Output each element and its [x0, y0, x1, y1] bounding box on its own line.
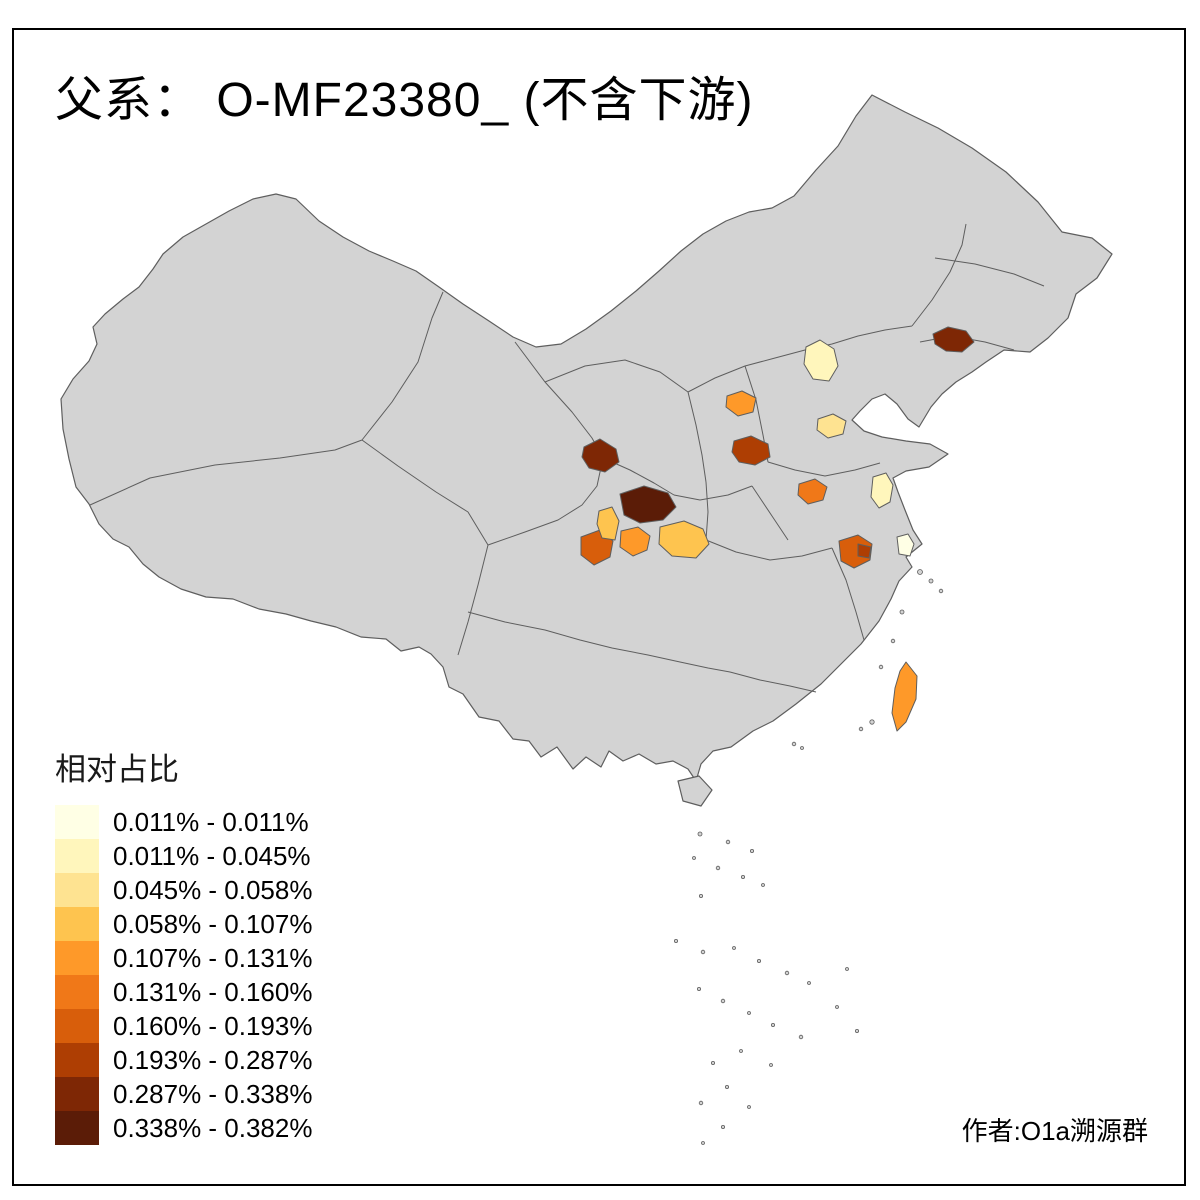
legend-item: 0.011% - 0.011% [55, 805, 312, 839]
taiwan-island [891, 661, 918, 732]
legend-swatch [55, 805, 99, 839]
legend-item: 0.045% - 0.058% [55, 873, 312, 907]
choropleth-regions [580, 326, 975, 732]
page-title: 父系： O-MF23380_ (不含下游) [55, 74, 754, 127]
choropleth-region [731, 435, 771, 466]
choropleth-region [725, 390, 757, 417]
legend-label: 0.045% - 0.058% [113, 874, 313, 905]
china-mainland [60, 94, 1113, 782]
choropleth-region [619, 485, 677, 524]
legend-item: 0.131% - 0.160% [55, 975, 312, 1009]
hainan-island [677, 775, 713, 807]
legend-item: 0.193% - 0.287% [55, 1043, 312, 1077]
legend-item: 0.011% - 0.045% [55, 839, 312, 873]
legend-swatch [55, 1111, 99, 1145]
legend-swatch [55, 873, 99, 907]
choropleth-region [857, 543, 872, 559]
choropleth-region [596, 506, 620, 541]
legend: 相对占比 0.011% - 0.011% 0.011% - 0.045% 0.045… [55, 744, 312, 1145]
legend-label: 0.058% - 0.107% [113, 908, 313, 939]
legend-label: 0.160% - 0.193% [113, 1010, 313, 1041]
legend-title: 相对占比 [55, 752, 179, 787]
choropleth-region [932, 326, 975, 353]
legend-item: 0.338% - 0.382% [55, 1111, 312, 1145]
choropleth-region [797, 478, 828, 505]
choropleth-region [896, 533, 915, 557]
legend-item: 0.058% - 0.107% [55, 907, 312, 941]
legend-item: 0.107% - 0.131% [55, 941, 312, 975]
legend-label: 0.107% - 0.131% [113, 942, 313, 973]
choropleth-region [619, 526, 651, 557]
legend-label: 0.287% - 0.338% [113, 1078, 313, 1109]
legend-swatch [55, 941, 99, 975]
legend-item: 0.287% - 0.338% [55, 1077, 312, 1111]
author-credit: 作者:O1a溯源群 [961, 1116, 1148, 1146]
legend-label: 0.011% - 0.011% [113, 806, 309, 837]
legend-swatch [55, 907, 99, 941]
south-china-sea-islands [674, 569, 944, 1145]
choropleth-region [803, 339, 839, 382]
legend-label: 0.131% - 0.160% [113, 976, 313, 1007]
choropleth-region [581, 438, 620, 473]
choropleth-region [658, 520, 710, 559]
legend-items: 0.011% - 0.011% 0.011% - 0.045% 0.045% - 0… [55, 805, 312, 1145]
legend-swatch [55, 839, 99, 873]
legend-label: 0.011% - 0.045% [113, 840, 311, 871]
legend-label: 0.193% - 0.287% [113, 1044, 313, 1075]
choropleth-region [838, 534, 873, 569]
choropleth-region [870, 472, 894, 509]
legend-swatch [55, 1077, 99, 1111]
legend-label: 0.338% - 0.382% [113, 1112, 313, 1143]
legend-swatch [55, 1009, 99, 1043]
choropleth-region [816, 413, 847, 439]
legend-item: 0.160% - 0.193% [55, 1009, 312, 1043]
legend-swatch [55, 975, 99, 1009]
legend-swatch [55, 1043, 99, 1077]
